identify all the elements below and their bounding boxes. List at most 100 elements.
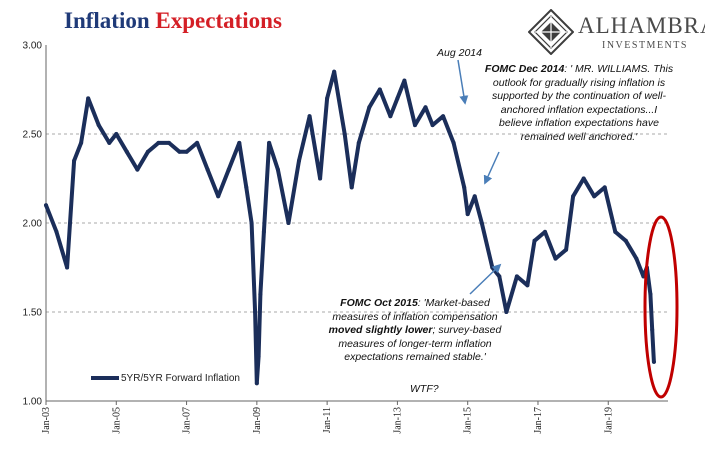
data-point [332,69,337,74]
data-point [325,96,330,101]
data-point [267,140,272,145]
data-point [342,132,347,136]
x-tick-label: Jan-09 [252,407,263,434]
data-point [504,310,509,314]
x-tick-label: Jan-05 [111,407,122,434]
x-tick-label: Jan-13 [392,407,403,434]
data-point [613,229,618,234]
data-point [525,283,530,288]
fomc-2014-line-3: supported by the continuation of well- [492,90,666,102]
x-tick-label: Jan-03 [41,407,52,434]
data-point [430,123,435,128]
x-tick-label: Jan-19 [603,407,614,434]
data-point [648,292,653,297]
data-point [479,221,484,225]
axes [45,45,668,405]
data-point [553,256,558,261]
y-tick-label: 3.00 [23,41,43,52]
annotation-fomc-dec-2014: FOMC Dec 2014: ' MR. WILLIAMS. This outl… [465,63,693,144]
fomc-2015-label: FOMC Oct 2015 [340,297,418,309]
fomc-2015-line-1: : 'Market-based [417,297,490,309]
legend: 5YR/5YR Forward Inflation [91,373,240,384]
x-axis-labels: Jan-03 Jan-05 Jan-07 Jan-09 Jan-11 Jan-13 Jan-… [41,407,614,434]
fomc-2014-line-2: outlook for gradually rising inflation i… [492,76,666,89]
data-point [256,354,261,359]
data-point [237,140,242,145]
data-point [571,194,576,199]
data-point [490,265,495,270]
y-tick-label: 2.50 [23,130,43,141]
chart-title: Inflation Expectations [64,8,282,34]
data-point [258,292,263,297]
fomc-2014-line-1: : ' MR. WILLIAMS. This [564,63,674,75]
fomc-2015-bold-phrase: moved slightly lower [328,324,433,336]
fomc-2014-line-6: remained well anchored.' [520,130,638,143]
data-point [54,229,59,234]
x-tick-label: Jan-17 [533,407,544,434]
diamond-logo-icon [527,8,575,56]
data-point [261,229,266,234]
legend-label: 5YR/5YR Forward Inflation [121,373,240,384]
data-point [216,194,221,199]
data-point [286,221,291,225]
series-group [44,69,656,386]
fomc-2015-line-4: measures of longer-term inflation [338,337,492,350]
x-tick-label: Jan-15 [463,407,474,434]
data-point [156,140,161,145]
data-point [79,140,84,145]
data-point [65,265,70,270]
data-point [135,167,140,172]
highlight-ellipse [643,215,679,399]
data-point [634,256,639,261]
title-part-1: Inflation [64,8,150,33]
data-point [195,140,200,145]
data-point [44,203,48,208]
fomc-2014-label: FOMC Dec 2014 [484,63,565,75]
data-point [297,158,302,163]
data-point [96,123,101,128]
fomc-2015-line-2: measures of inflation compensation [332,310,498,323]
data-point [72,158,77,163]
y-tick-label: 1.50 [23,308,43,319]
data-point [166,140,171,145]
data-point [177,149,182,154]
data-point [124,149,129,154]
data-point [244,185,249,190]
y-axis-labels: 1.00 1.50 2.00 2.50 3.00 [23,41,43,408]
data-point [532,238,537,243]
y-tick-label: 1.00 [23,397,43,408]
data-point [650,327,655,332]
data-point [356,140,361,145]
data-point [472,194,477,199]
grid [46,133,668,313]
data-point [114,132,119,136]
annotation-arrows [457,59,679,399]
x-tick-label: Jan-11 [322,407,333,433]
data-point [275,167,280,172]
annotation-fomc-oct-2015: FOMC Oct 2015: 'Market-based measures of… [298,297,532,365]
fomc-2014-line-5: believe inflation expectations have [499,117,659,129]
legend-swatch [91,376,119,381]
data-point [592,194,597,199]
data-point [253,310,258,314]
data-point [318,176,323,181]
alhambra-logo: ALHAMBRA INVESTMENTS [527,8,705,56]
fomc-2015-line-5: expectations remained stable.' [344,351,486,363]
logo-subtitle: INVESTMENTS [602,40,688,51]
data-point [145,149,150,154]
data-point [465,212,470,217]
data-point [441,114,446,119]
data-point [184,149,189,154]
fomc-2015-line-3: ; survey-based [432,324,502,336]
data-point [581,176,586,181]
data-point [395,96,400,101]
data-point [543,229,548,234]
data-point [623,238,628,243]
data-point [388,114,393,119]
data-point [249,221,254,225]
data-point [462,185,467,190]
data-point [514,274,519,279]
data-point [497,274,502,279]
data-point [377,87,382,92]
